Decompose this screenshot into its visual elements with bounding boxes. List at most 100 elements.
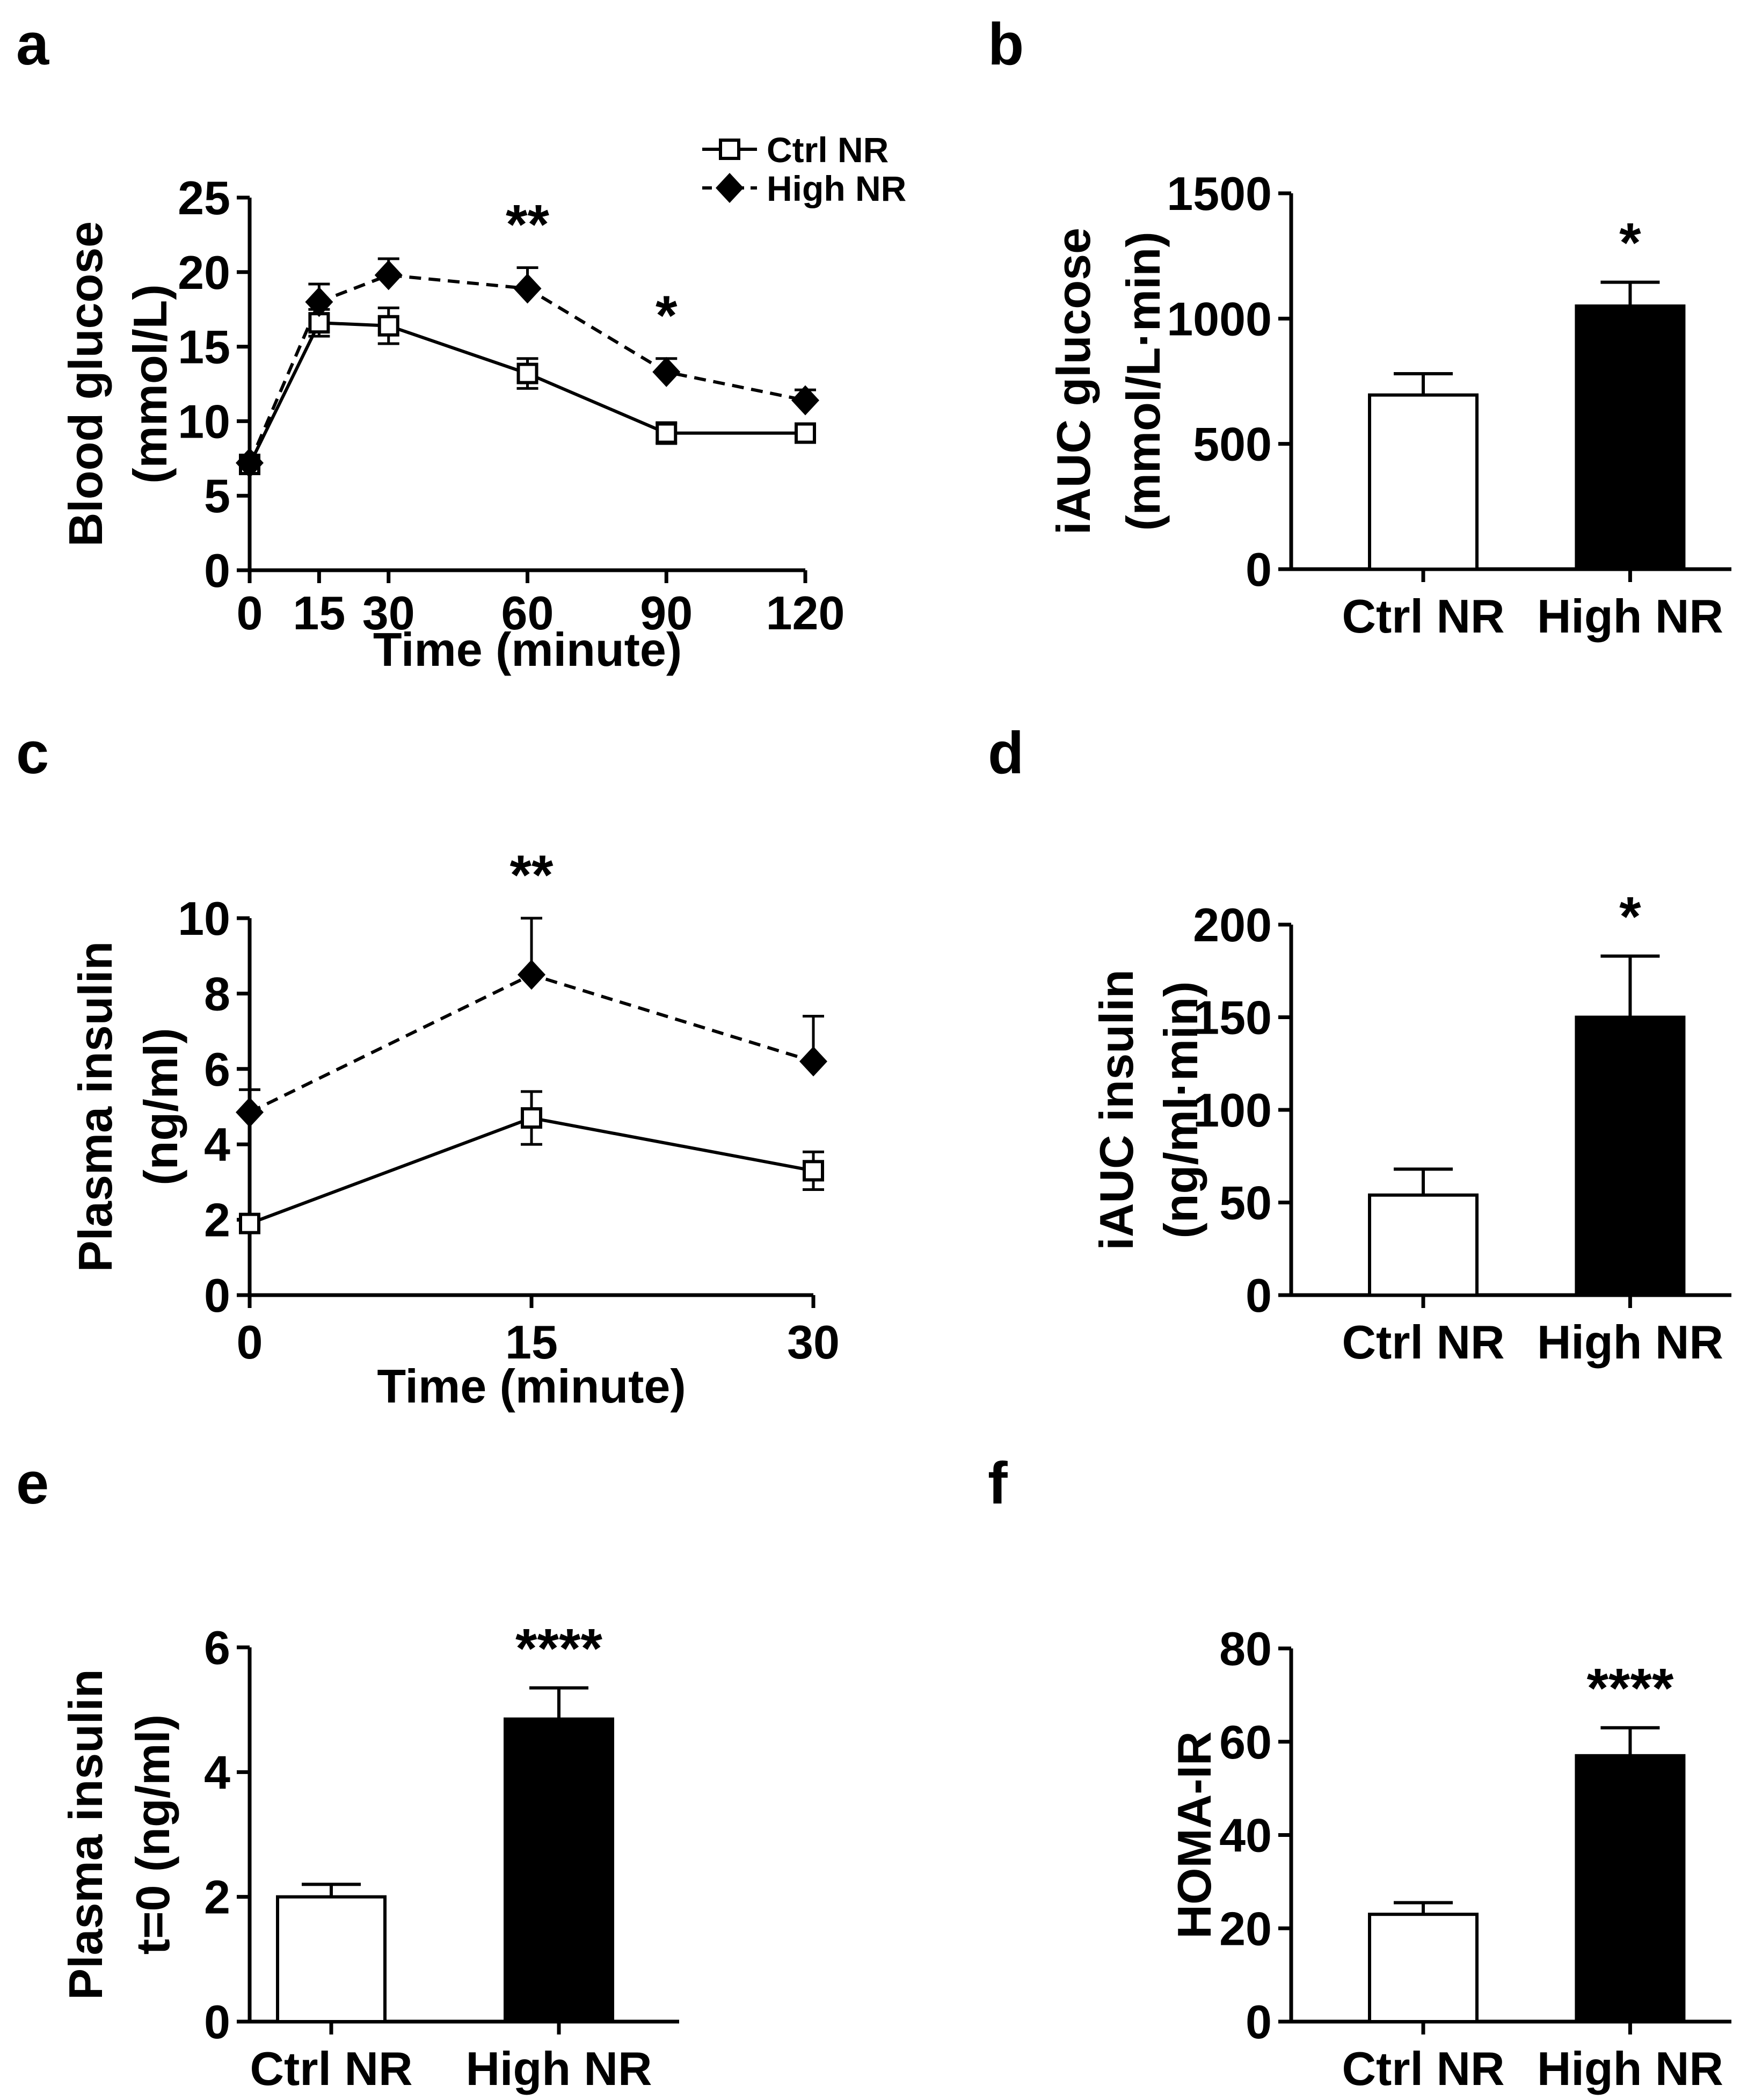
y-axis-label: iAUC insulin bbox=[1090, 969, 1143, 1250]
x-tick-label: High NR bbox=[1537, 590, 1723, 643]
y-axis-label: Blood glucose bbox=[59, 221, 112, 547]
y-tick-label: 0 bbox=[204, 1995, 230, 2048]
panel-b: 0 500 1000 1500 iAUC glucose (mmol/L·min) Ctrl… bbox=[1047, 167, 1731, 643]
y-axis-label: t=0 (ng/ml) bbox=[126, 1714, 179, 1954]
legend-label-high-nr: High NR bbox=[767, 169, 906, 208]
significance-marker: ** bbox=[506, 193, 549, 256]
point-ctrl-nr bbox=[377, 315, 399, 337]
series-line-high-nr bbox=[248, 273, 806, 464]
x-tick-label: Ctrl NR bbox=[1342, 590, 1504, 643]
y-tick-label: 500 bbox=[1193, 418, 1272, 471]
bar-ctrl-nr bbox=[1368, 1913, 1479, 2023]
y-tick-label: 80 bbox=[1219, 1622, 1272, 1675]
error-bar bbox=[1394, 1167, 1453, 1195]
panel-f: 0 20 40 60 80 HOMA-IR Ctrl NR High NR **** bbox=[1168, 1622, 1731, 2095]
point-ctrl-nr bbox=[239, 1212, 260, 1234]
bar-high-nr bbox=[504, 1717, 614, 2023]
panel-d: 0 50 100 150 200 iAUC insulin (ng/ml·min) Ctrl … bbox=[1090, 886, 1731, 1369]
x-tick-label: 60 bbox=[501, 586, 554, 640]
y-tick-label: 4 bbox=[204, 1746, 230, 1799]
x-tick-label: 15 bbox=[505, 1316, 558, 1369]
point-high-nr bbox=[791, 385, 819, 416]
significance-marker: * bbox=[1619, 212, 1641, 274]
bar-ctrl-nr bbox=[1368, 393, 1479, 571]
significance-marker: * bbox=[656, 285, 678, 347]
y-axis-label: (mmol/L) bbox=[123, 284, 177, 484]
legend-marker-ctrl-nr bbox=[719, 139, 740, 160]
panel-letter: b bbox=[988, 11, 1024, 77]
x-tick-label: 30 bbox=[787, 1316, 840, 1369]
error-bar bbox=[1600, 1726, 1660, 1756]
y-tick-label: 150 bbox=[1193, 991, 1272, 1044]
legend-marker-high-nr bbox=[716, 173, 744, 203]
panel-letter: d bbox=[988, 720, 1024, 786]
x-tick-label: 0 bbox=[237, 586, 263, 640]
panel-letter: a bbox=[16, 11, 49, 77]
y-tick-label: 4 bbox=[204, 1118, 230, 1171]
x-tick-label: High NR bbox=[1537, 1316, 1723, 1369]
x-tick-label: 90 bbox=[640, 586, 693, 640]
bar-ctrl-nr bbox=[1368, 1193, 1479, 1297]
y-tick-label: 6 bbox=[204, 1043, 230, 1096]
point-ctrl-nr bbox=[803, 1160, 824, 1182]
panel-letter: e bbox=[16, 1450, 49, 1516]
y-tick-label: 0 bbox=[204, 1269, 230, 1322]
x-tick-label: 30 bbox=[362, 586, 415, 640]
bar-ctrl-nr bbox=[276, 1895, 387, 2024]
error-bar bbox=[1394, 372, 1453, 395]
significance-marker: **** bbox=[515, 1618, 602, 1680]
point-high-nr bbox=[236, 448, 264, 478]
error-bar bbox=[302, 1883, 361, 1897]
y-tick-label: 15 bbox=[178, 321, 230, 374]
legend-label-ctrl-nr: Ctrl NR bbox=[767, 130, 889, 170]
bar-high-nr bbox=[1575, 304, 1686, 571]
point-ctrl-nr bbox=[521, 1107, 542, 1129]
y-tick-label: 0 bbox=[1246, 1995, 1272, 2048]
y-tick-label: 200 bbox=[1193, 898, 1272, 951]
y-axis-label: Plasma insulin bbox=[69, 941, 122, 1272]
x-tick-label: High NR bbox=[1537, 2042, 1723, 2095]
bar-high-nr bbox=[1575, 1754, 1686, 2023]
y-tick-label: 2 bbox=[204, 1194, 230, 1247]
y-tick-label: 10 bbox=[178, 892, 230, 945]
y-axis-label: (ng/ml·min) bbox=[1154, 981, 1207, 1238]
panel-letter: f bbox=[988, 1450, 1008, 1516]
error-bar bbox=[529, 1686, 588, 1719]
point-ctrl-nr bbox=[656, 422, 678, 444]
y-tick-label: 1500 bbox=[1167, 167, 1272, 220]
point-high-nr bbox=[799, 1046, 827, 1077]
y-tick-label: 20 bbox=[178, 246, 230, 299]
y-tick-label: 0 bbox=[1246, 1269, 1272, 1322]
significance-marker: * bbox=[1619, 886, 1641, 948]
y-tick-label: 8 bbox=[204, 967, 230, 1020]
error-bar bbox=[1600, 280, 1660, 306]
point-high-nr bbox=[305, 287, 333, 317]
y-axis-label: HOMA-IR bbox=[1168, 1731, 1221, 1938]
x-tick-label: Ctrl NR bbox=[1342, 1316, 1504, 1369]
point-ctrl-nr bbox=[516, 362, 538, 384]
panel-a: 0 5 10 15 20 25 Blood glucose (mmol/L) 0 15 30 60 90… bbox=[59, 171, 844, 676]
panel-letter: c bbox=[16, 720, 49, 786]
point-ctrl-nr bbox=[795, 422, 816, 444]
x-axis-label: Time (minute) bbox=[377, 1360, 686, 1413]
y-tick-label: 40 bbox=[1219, 1809, 1272, 1862]
x-axis-label: Time (minute) bbox=[373, 623, 682, 676]
y-tick-label: 0 bbox=[204, 544, 230, 597]
y-tick-label: 2 bbox=[204, 1871, 230, 1924]
y-tick-label: 10 bbox=[178, 395, 230, 448]
x-tick-label: Ctrl NR bbox=[250, 2042, 412, 2095]
panel-c: 0 2 4 6 8 10 Plasma insulin (ng/ml) 0 15 30 Time (m… bbox=[69, 844, 840, 1413]
y-tick-label: 5 bbox=[204, 469, 230, 522]
y-tick-label: 0 bbox=[1246, 543, 1272, 596]
y-axis-label: (mmol/L·min) bbox=[1117, 231, 1170, 531]
x-tick-label: 15 bbox=[293, 586, 345, 640]
significance-marker: ** bbox=[510, 844, 554, 906]
y-axis-label: Plasma insulin bbox=[59, 1669, 112, 2000]
point-high-nr bbox=[652, 357, 681, 387]
significance-marker: **** bbox=[1586, 1658, 1673, 1720]
y-tick-label: 1000 bbox=[1167, 292, 1272, 345]
error-bar bbox=[1394, 1901, 1453, 1915]
series-line-ctrl-nr bbox=[248, 321, 805, 466]
